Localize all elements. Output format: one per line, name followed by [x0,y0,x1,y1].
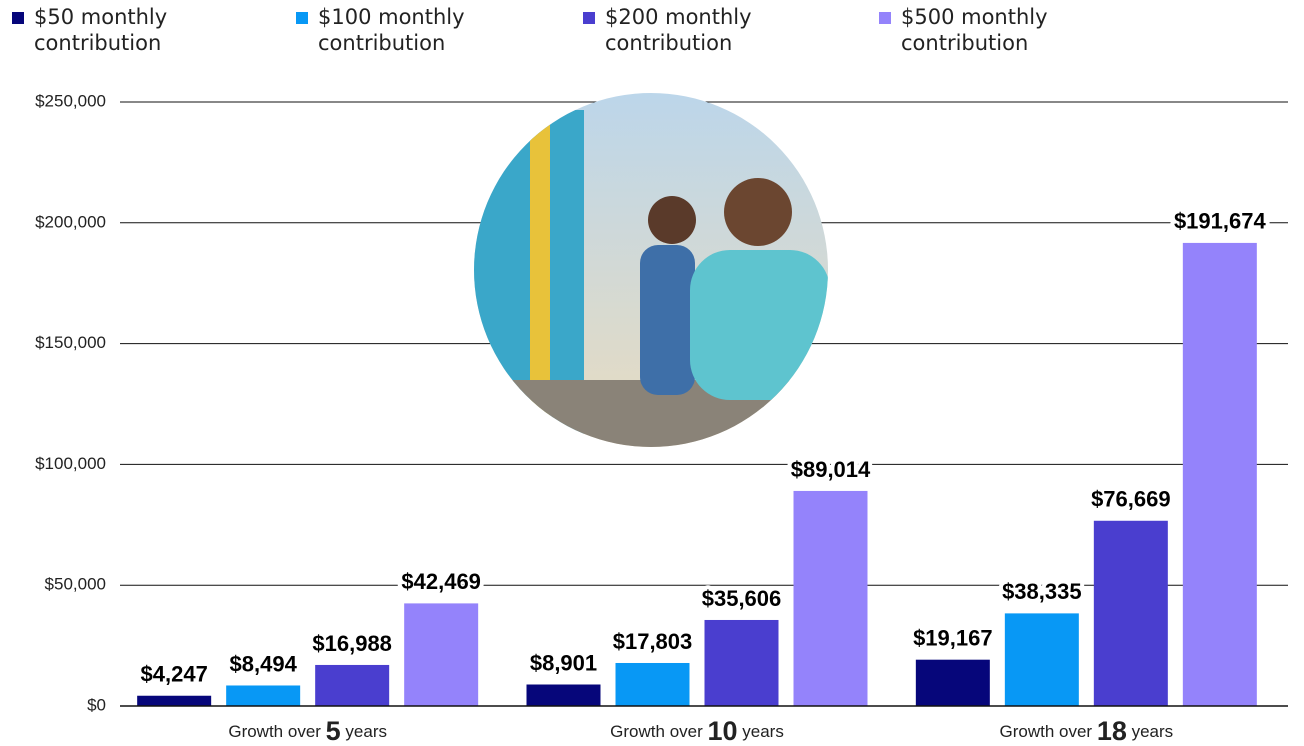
legend-item: $100 monthly contribution [296,4,556,56]
legend-swatch [296,12,308,24]
bar [137,695,212,706]
value-label: $8,901 [530,650,597,675]
photo-head-girl [648,196,696,244]
value-label: $38,335 [1002,579,1082,604]
legend: $50 monthly contribution $100 monthly con… [0,4,1304,64]
value-label: $16,988 [312,631,392,656]
bar [315,664,390,706]
x-tick-text: Growth over [228,722,325,741]
value-label: $4,247 [141,662,208,687]
x-tick-label: Growth over 18 years [1000,716,1174,746]
bar [704,619,779,706]
value-label: $19,167 [913,626,993,651]
y-tick-label: $150,000 [35,333,106,352]
y-tick-label: $250,000 [35,91,106,110]
x-tick-label: Growth over 10 years [610,716,784,746]
x-tick-number: 5 [326,716,341,746]
x-tick-text: years [341,722,387,741]
value-label: $8,494 [230,651,298,676]
bar [1093,520,1168,706]
bar [793,490,868,706]
y-tick-label: $0 [87,695,106,714]
photo-head-man [724,178,792,246]
x-tick-text: years [1127,722,1173,741]
legend-swatch [583,12,595,24]
legend-item: $500 monthly contribution [879,4,1139,56]
bar [915,659,990,706]
x-tick-label: Growth over 5 years [228,716,387,746]
photo-girl-body [640,245,695,395]
x-tick-text: Growth over [610,722,707,741]
bar [526,684,601,706]
value-label: $35,606 [702,586,782,611]
legend-item: $200 monthly contribution [583,4,843,56]
value-label: $76,669 [1091,487,1171,512]
y-tick-label: $200,000 [35,212,106,231]
x-tick-text: years [738,722,784,741]
value-label: $191,674 [1174,209,1267,234]
legend-swatch [879,12,891,24]
bar [615,662,690,706]
photo [474,93,828,447]
legend-label: $100 monthly contribution [318,5,465,55]
legend-label: $50 monthly contribution [34,5,168,55]
x-tick-text: Growth over [1000,722,1097,741]
bar [1004,613,1079,706]
legend-label: $500 monthly contribution [901,5,1048,55]
bar [404,603,479,706]
value-label: $89,014 [791,457,871,482]
y-tick-label: $50,000 [45,575,106,594]
value-label: $42,469 [401,569,481,594]
legend-label: $200 monthly contribution [605,5,752,55]
legend-item: $50 monthly contribution [12,4,272,56]
legend-swatch [12,12,24,24]
x-tick-number: 18 [1097,716,1127,746]
x-tick-number: 10 [707,716,737,746]
photo-mural-band [530,110,550,447]
bar [1182,242,1257,706]
bar [226,685,301,706]
photo-man-body [690,250,828,400]
y-tick-label: $100,000 [35,454,106,473]
value-label: $17,803 [613,629,693,654]
